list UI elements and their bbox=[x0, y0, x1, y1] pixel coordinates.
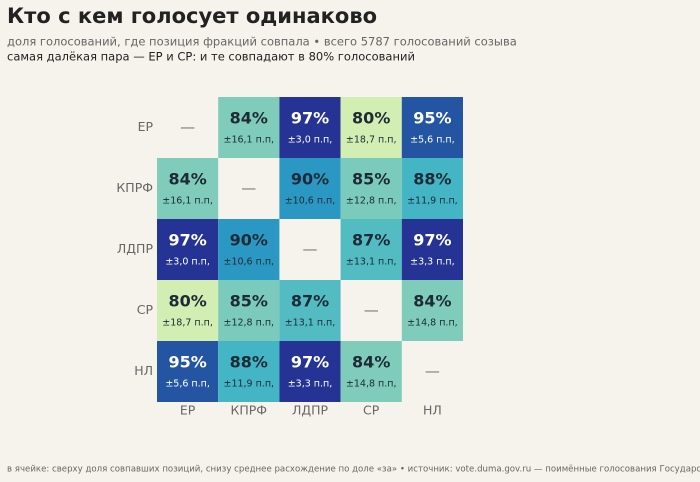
spread-label: ±3,0 п.п, bbox=[165, 257, 210, 268]
footer: в ячейке: сверху доля совпавших позиций,… bbox=[7, 465, 700, 475]
x-tick-label: КПРФ bbox=[231, 403, 268, 418]
cell bbox=[401, 158, 463, 219]
value-label: 84% bbox=[352, 353, 390, 372]
chart-title: Кто с кем голосует одинаково bbox=[7, 4, 377, 28]
y-tick-label: НЛ bbox=[134, 363, 153, 378]
cell bbox=[279, 158, 341, 219]
value-label: 95% bbox=[168, 353, 206, 372]
spread-label: ±5,6 п.п, bbox=[165, 379, 210, 390]
spread-label: ±3,3 п.п, bbox=[410, 257, 455, 268]
value-label: 87% bbox=[291, 292, 329, 311]
spread-label: ±18,7 п.п, bbox=[162, 318, 213, 329]
cell bbox=[340, 219, 402, 280]
cell bbox=[218, 280, 280, 341]
value-label: 88% bbox=[230, 353, 268, 372]
spread-label: ±12,8 п.п, bbox=[223, 318, 274, 329]
spread-label: ±12,8 п.п, bbox=[346, 196, 397, 207]
cell bbox=[157, 219, 219, 280]
y-tick-label: СР bbox=[137, 302, 154, 317]
x-tick-label: ЛДПР bbox=[292, 403, 329, 418]
value-label: 85% bbox=[352, 170, 390, 189]
annotation: самая далёкая пара — ЕР и СР: и те совпа… bbox=[7, 50, 415, 64]
chart-subtitle: доля голосований, где позиция фракций со… bbox=[7, 35, 517, 49]
spread-label: ±16,1 п.п, bbox=[162, 196, 213, 207]
cell bbox=[218, 341, 280, 402]
value-label: 97% bbox=[291, 109, 329, 128]
spread-label: ±14,8 п.п, bbox=[407, 318, 458, 329]
value-label: 85% bbox=[230, 292, 268, 311]
y-tick-label: ЕР bbox=[138, 119, 154, 134]
cell bbox=[401, 97, 463, 158]
spread-label: ±14,8 п.п, bbox=[346, 379, 397, 390]
cell bbox=[279, 97, 341, 158]
cell bbox=[157, 280, 219, 341]
spread-label: ±18,7 п.п, bbox=[346, 135, 397, 146]
value-label: 80% bbox=[352, 109, 390, 128]
value-label: 80% bbox=[168, 292, 206, 311]
cell bbox=[157, 341, 219, 402]
cell bbox=[401, 219, 463, 280]
spread-label: ±3,3 п.п, bbox=[288, 379, 333, 390]
cell bbox=[218, 219, 280, 280]
value-label: 97% bbox=[291, 353, 329, 372]
diagonal-label: — bbox=[364, 301, 379, 319]
value-label: 84% bbox=[230, 109, 268, 128]
cell bbox=[157, 158, 219, 219]
spread-label: ±13,1 п.п, bbox=[285, 318, 336, 329]
value-label: 97% bbox=[413, 231, 451, 250]
cell bbox=[218, 97, 280, 158]
spread-label: ±16,1 п.п, bbox=[223, 135, 274, 146]
spread-label: ±10,6 п.п, bbox=[223, 257, 274, 268]
cell bbox=[340, 341, 402, 402]
y-tick-label: КПРФ bbox=[116, 180, 153, 195]
y-tick-label: ЛДПР bbox=[117, 241, 154, 256]
spread-label: ±10,6 п.п, bbox=[285, 196, 336, 207]
cell bbox=[279, 341, 341, 402]
spread-label: ±3,0 п.п, bbox=[288, 135, 333, 146]
cell bbox=[340, 97, 402, 158]
value-label: 95% bbox=[413, 109, 451, 128]
x-tick-label: ЕР bbox=[180, 403, 196, 418]
spread-label: ±13,1 п.п, bbox=[346, 257, 397, 268]
value-label: 84% bbox=[413, 292, 451, 311]
value-label: 97% bbox=[168, 231, 206, 250]
x-tick-label: НЛ bbox=[423, 403, 442, 418]
value-label: 87% bbox=[352, 231, 390, 250]
value-label: 88% bbox=[413, 170, 451, 189]
cell bbox=[401, 280, 463, 341]
diagonal-label: — bbox=[180, 118, 195, 136]
value-label: 90% bbox=[230, 231, 268, 250]
x-tick-label: СР bbox=[363, 403, 380, 418]
spread-label: ±5,6 п.п, bbox=[410, 135, 455, 146]
diagonal-label: — bbox=[303, 240, 318, 258]
spread-label: ±11,9 п.п, bbox=[407, 196, 458, 207]
cell bbox=[279, 280, 341, 341]
diagonal-label: — bbox=[425, 362, 440, 380]
value-label: 90% bbox=[291, 170, 329, 189]
cell bbox=[340, 158, 402, 219]
diagonal-label: — bbox=[241, 179, 256, 197]
spread-label: ±11,9 п.п, bbox=[223, 379, 274, 390]
value-label: 84% bbox=[168, 170, 206, 189]
